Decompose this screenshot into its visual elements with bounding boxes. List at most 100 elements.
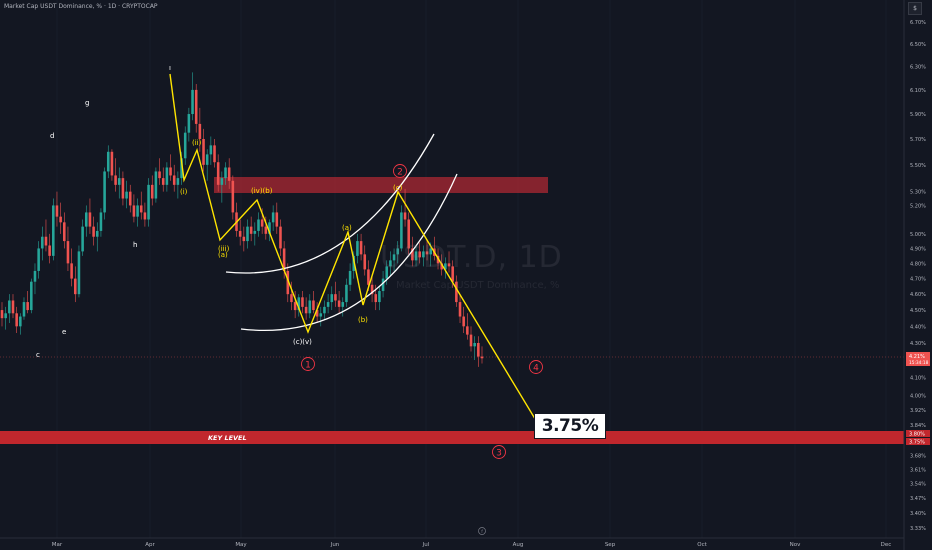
- candle: [117, 167, 121, 199]
- candle: [425, 239, 429, 261]
- time-tick-label: Aug: [513, 542, 524, 548]
- candle: [158, 158, 161, 185]
- svg-text:4: 4: [533, 364, 539, 374]
- svg-text:f: f: [481, 529, 483, 535]
- candle: [37, 241, 40, 279]
- candle: [242, 226, 246, 252]
- time-tick-label: May: [235, 542, 247, 548]
- candle: [103, 167, 106, 220]
- candle: [55, 191, 59, 227]
- candle: [407, 212, 410, 256]
- watermark-subtitle: Market Cap USDT Dominance, %: [396, 280, 560, 291]
- candle: [337, 291, 341, 314]
- candle: [198, 107, 202, 152]
- candle: [370, 275, 374, 303]
- candle: [293, 291, 297, 319]
- candle: [165, 162, 169, 192]
- current-price-tag: 4.21% 15:34:18: [906, 352, 930, 366]
- time-axis: Mar Apr May Jun Jul Aug Sep Oct Nov Dec: [52, 542, 892, 548]
- candle: [121, 171, 125, 206]
- candle: [389, 251, 392, 276]
- candle: [231, 175, 235, 220]
- candle: [297, 294, 301, 317]
- candle: [286, 263, 290, 303]
- candle: [246, 219, 249, 249]
- candle: [114, 158, 117, 192]
- price-tick-label: 6.50%: [910, 42, 926, 48]
- candle: [473, 336, 476, 361]
- candle: [48, 233, 51, 264]
- candle: [110, 149, 114, 181]
- candle: [66, 226, 70, 271]
- time-tick-label: Jun: [330, 542, 340, 548]
- price-tick-label: 4.80%: [910, 261, 926, 267]
- circled-label-1: 1: [301, 357, 315, 371]
- wave-label-i: (i): [180, 188, 188, 196]
- time-tick-label: Dec: [881, 542, 892, 548]
- candle: [308, 294, 312, 319]
- candle: [458, 294, 462, 324]
- letter-label-e: e: [62, 328, 66, 336]
- candle: [301, 291, 304, 314]
- candle: [125, 180, 128, 209]
- svg-text:3: 3: [496, 449, 502, 459]
- wave-label-b: (b): [358, 316, 368, 324]
- price-tick-label: 3.61%: [910, 468, 926, 474]
- candle: [275, 202, 279, 234]
- time-tick-label: Nov: [790, 542, 801, 548]
- candle: [26, 291, 29, 314]
- candle: [378, 286, 381, 311]
- tradingview-logo-icon[interactable]: f: [478, 527, 486, 536]
- price-tick-label: 6.30%: [910, 65, 926, 71]
- wave-label-c: (c): [393, 184, 403, 192]
- candle: [326, 294, 330, 314]
- circled-label-4: 4: [529, 360, 543, 374]
- circled-label-3: 3: [492, 445, 506, 459]
- candle: [444, 257, 447, 279]
- svg-text:15:34:18: 15:34:18: [909, 360, 929, 366]
- candle: [462, 306, 465, 333]
- candle: [92, 216, 95, 246]
- candle: [220, 171, 224, 203]
- price-tick-label: 3.92%: [910, 408, 926, 414]
- candle: [15, 306, 18, 333]
- candle: [169, 154, 172, 181]
- candle: [312, 291, 315, 314]
- time-tick-label: Apr: [145, 542, 155, 548]
- candle: [128, 184, 132, 213]
- candle: [99, 208, 103, 237]
- svg-text:3.75%: 3.75%: [909, 440, 925, 446]
- letter-label-i: ı: [169, 64, 171, 72]
- price-tick-label: 4.50%: [910, 308, 926, 314]
- candle: [216, 154, 220, 192]
- currency-scale-button[interactable]: $: [908, 2, 922, 15]
- candle: [70, 248, 73, 287]
- letter-label-g: g: [85, 99, 89, 107]
- candle: [77, 245, 81, 298]
- candle: [88, 198, 92, 234]
- key-level-label: KEY LEVEL: [208, 434, 247, 442]
- candle: [414, 245, 418, 267]
- key-level-band: [0, 431, 904, 444]
- svg-text:2: 2: [397, 168, 403, 178]
- candle: [205, 149, 209, 181]
- candle: [84, 205, 88, 237]
- candle: [341, 297, 345, 317]
- candle: [290, 281, 293, 311]
- watermark-symbol: USDT.D, 1D: [380, 240, 563, 275]
- wave-label-iii: (iii): [218, 245, 230, 253]
- candle: [403, 188, 407, 227]
- candle: [363, 245, 367, 276]
- candle: [264, 216, 268, 240]
- candle: [33, 263, 37, 295]
- candle: [74, 266, 77, 303]
- candle: [381, 270, 385, 298]
- candle: [282, 241, 286, 279]
- channel-upper-curve: [225, 133, 435, 274]
- candle: [238, 219, 242, 246]
- time-tick-label: Oct: [697, 542, 707, 548]
- price-tick-label: 5.50%: [910, 163, 926, 169]
- candle: [323, 300, 326, 320]
- candle: [315, 302, 319, 324]
